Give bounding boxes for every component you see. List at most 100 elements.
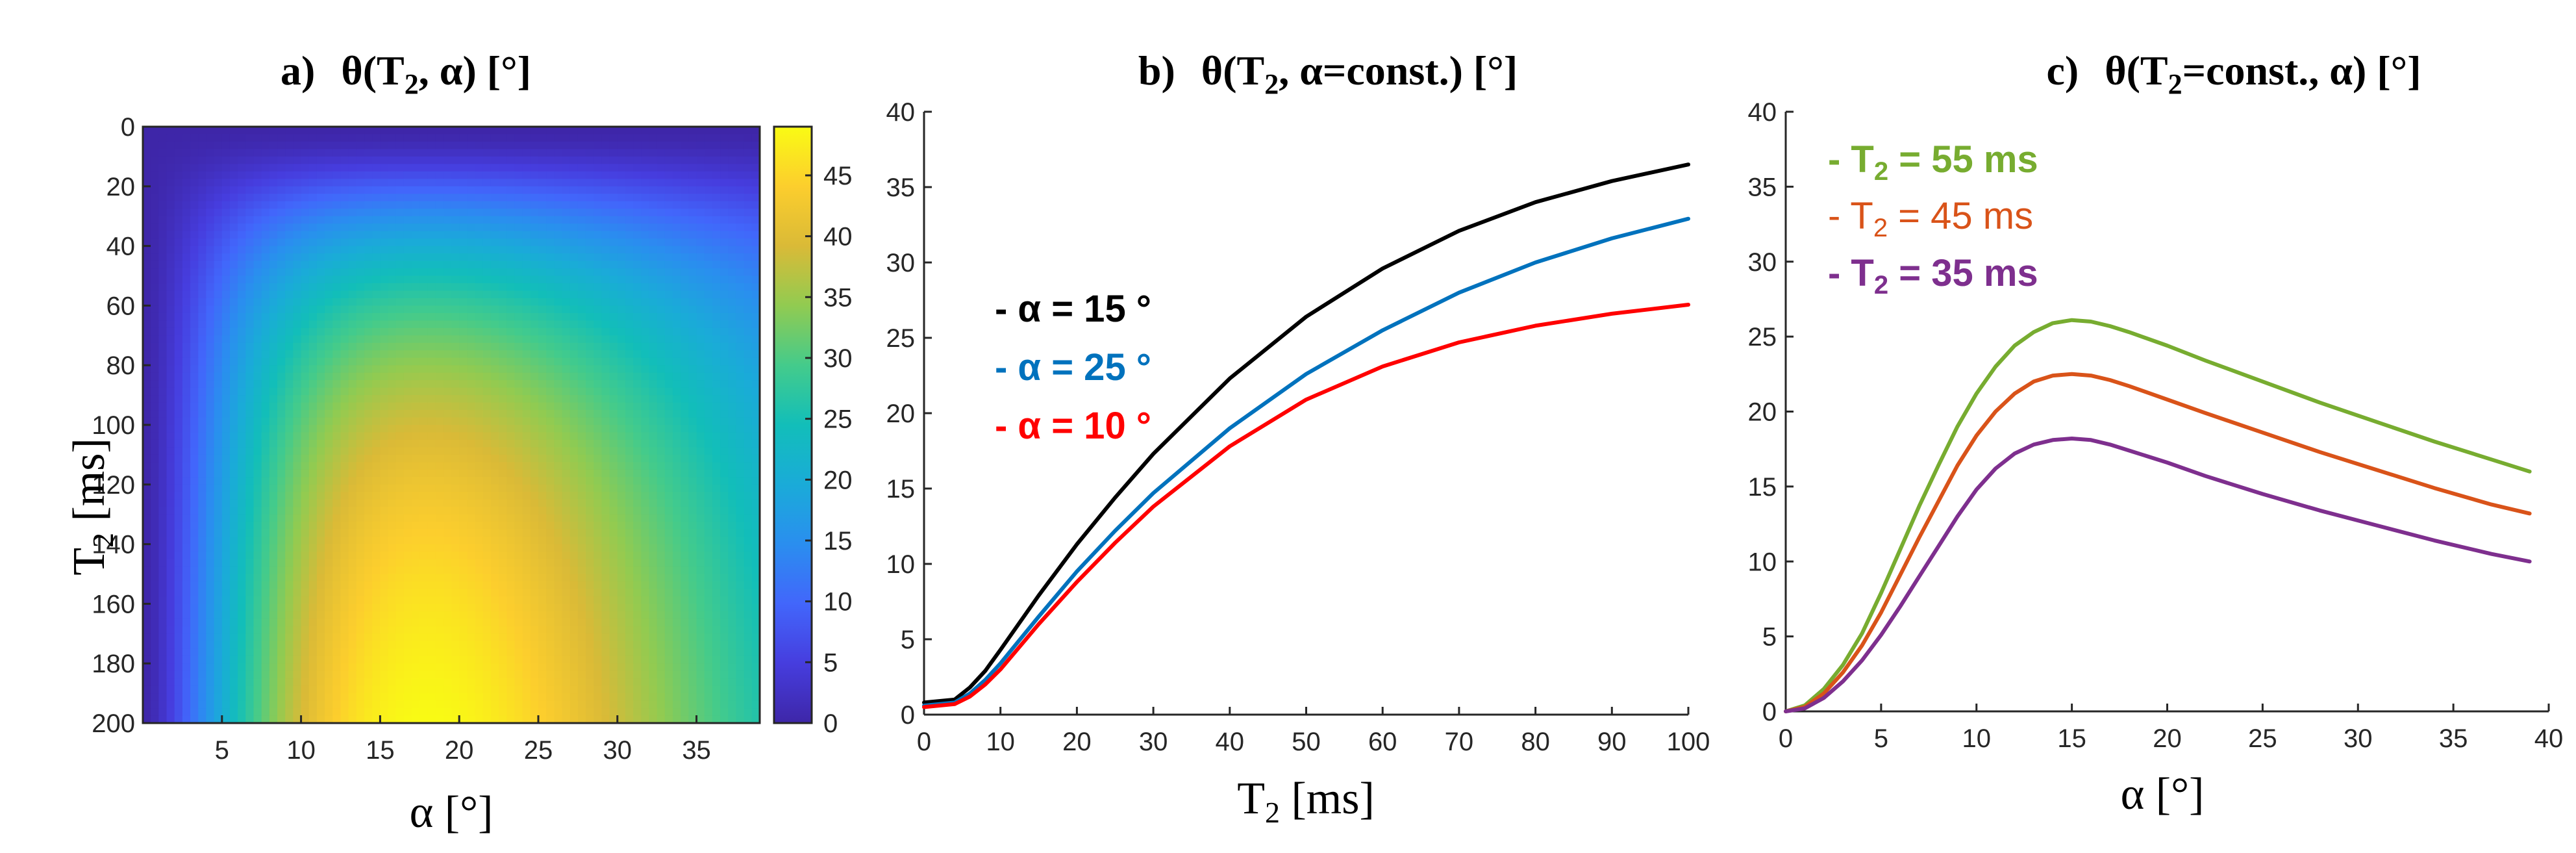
heatmap-cell — [530, 171, 539, 179]
heatmap-cell — [657, 581, 666, 590]
heatmap-cell — [609, 283, 618, 292]
heatmap-cell — [332, 484, 342, 492]
heatmap-cell — [151, 149, 159, 157]
heatmap-cell — [720, 462, 729, 470]
heatmap-cell — [609, 179, 618, 187]
heatmap-cell — [277, 402, 286, 411]
heatmap-cell — [673, 499, 681, 507]
heatmap-cell — [728, 432, 737, 440]
heatmap-cell — [562, 581, 571, 590]
heatmap-cell — [190, 268, 199, 277]
heatmap-cell — [403, 216, 412, 224]
heatmap-cell — [712, 179, 721, 187]
heatmap-cell — [301, 194, 310, 202]
heatmap-cell — [728, 134, 737, 142]
heatmap-cell — [459, 253, 468, 262]
heatmap-cell — [412, 447, 420, 455]
heatmap-cell — [586, 365, 594, 374]
heatmap-cell — [751, 298, 760, 306]
heatmap-cell — [744, 342, 753, 351]
heatmap-cell — [277, 522, 286, 530]
heatmap-cell — [530, 417, 539, 426]
heatmap-cell — [467, 402, 476, 411]
heatmap-cell — [151, 402, 159, 411]
heatmap-cell — [293, 499, 302, 507]
heatmap-cell — [261, 372, 270, 381]
heatmap-cell — [372, 194, 381, 202]
heatmap-cell — [641, 194, 650, 202]
heatmap-cell — [332, 283, 342, 292]
heatmap-cell — [245, 171, 255, 179]
heatmap-cell — [380, 529, 389, 537]
heatmap-cell — [182, 567, 191, 575]
heatmap-cell — [490, 507, 499, 515]
heatmap-cell — [641, 425, 650, 433]
heatmap-cell — [514, 261, 523, 269]
heatmap-cell — [657, 209, 666, 217]
heatmap-cell — [490, 231, 499, 239]
heatmap-cell — [657, 141, 666, 150]
heatmap-cell — [190, 372, 199, 381]
heatmap-cell — [221, 305, 231, 314]
heatmap-cell — [221, 164, 231, 172]
heatmap-cell — [514, 231, 523, 239]
heatmap-cell — [348, 484, 357, 492]
heatmap-cell — [499, 350, 507, 359]
heatmap-cell — [206, 462, 215, 470]
heatmap-cell — [728, 529, 737, 537]
heatmap-cell — [617, 372, 626, 381]
heatmap-cell — [316, 298, 325, 306]
heatmap-cell — [554, 275, 563, 284]
heatmap-cell — [238, 365, 246, 374]
heatmap-cell — [664, 141, 673, 150]
heatmap-cell — [238, 179, 246, 187]
heatmap-cell — [586, 559, 594, 567]
heatmap-cell — [451, 432, 460, 440]
heatmap-cell — [253, 447, 262, 455]
heatmap-cell — [151, 417, 159, 426]
heatmap-cell — [594, 499, 603, 507]
heatmap-cell — [158, 127, 168, 135]
heatmap-cell — [499, 357, 507, 366]
heatmap-cell — [609, 589, 618, 597]
heatmap-cell — [594, 290, 603, 299]
heatmap-cell — [158, 320, 168, 329]
heatmap-cell — [190, 454, 199, 463]
heatmap-cell — [198, 447, 207, 455]
heatmap-cell — [151, 567, 159, 575]
heatmap-cell — [459, 507, 468, 515]
heatmap-cell — [530, 253, 539, 262]
heatmap-cell — [174, 201, 183, 209]
heatmap-cell — [253, 164, 262, 172]
heatmap-cell — [380, 246, 389, 254]
heatmap-cell — [356, 275, 365, 284]
heatmap-cell — [594, 327, 603, 336]
heatmap-cell — [451, 231, 460, 239]
heatmap-cell — [395, 312, 405, 321]
heatmap-cell — [261, 231, 270, 239]
heatmap-cell — [673, 127, 681, 135]
heatmap-cell — [388, 357, 397, 366]
heatmap-cell — [562, 454, 571, 463]
heatmap-cell — [569, 164, 579, 172]
heatmap-cell — [158, 261, 168, 269]
heatmap-cell — [482, 194, 492, 202]
heatmap-cell — [586, 238, 594, 247]
heatmap-cell — [736, 261, 745, 269]
heatmap-cell — [325, 537, 333, 545]
heatmap-cell — [641, 469, 650, 477]
heatmap-cell — [293, 372, 302, 381]
heatmap-cell — [238, 312, 246, 321]
heatmap-cell — [380, 342, 389, 351]
heatmap-cell — [158, 305, 168, 314]
heatmap-cell — [174, 402, 183, 411]
heatmap-cell — [633, 156, 642, 164]
heatmap-cell — [182, 149, 191, 157]
heatmap-cell — [664, 305, 673, 314]
heatmap-cell — [744, 201, 753, 209]
heatmap-cell — [301, 365, 310, 374]
heatmap-cell — [206, 477, 215, 485]
heatmap-cell — [594, 567, 603, 575]
heatmap-cell — [308, 327, 318, 336]
heatmap-cell — [340, 365, 349, 374]
